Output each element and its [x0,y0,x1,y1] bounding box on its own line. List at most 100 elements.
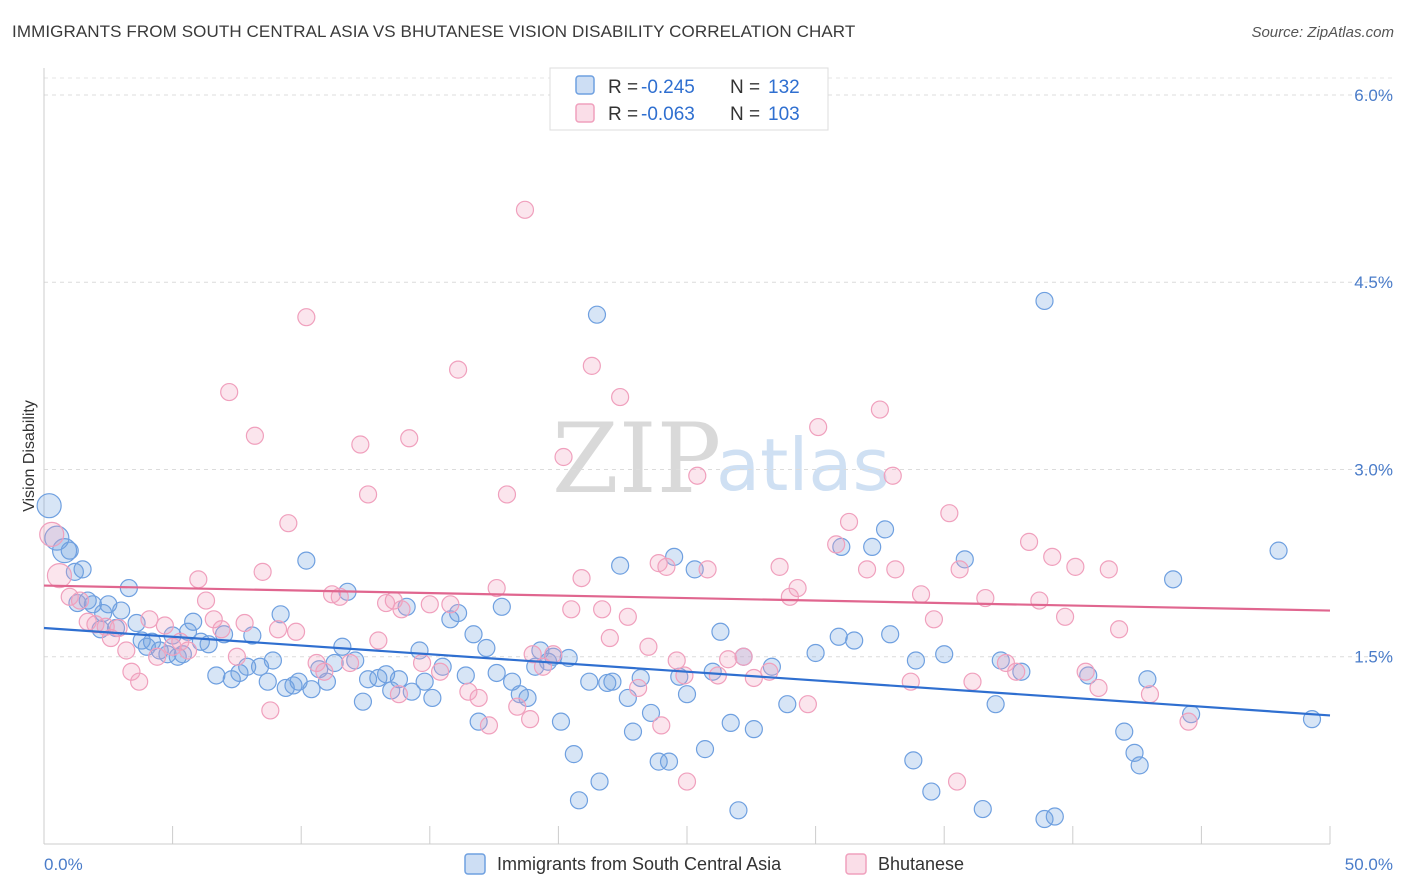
point [883,466,902,485]
x-tick-label-1: 50.0% [1345,855,1393,874]
legend-r-label-0: R = [608,77,638,98]
point [544,645,563,664]
legend-box [549,67,829,131]
point [430,662,450,681]
point [523,645,542,664]
point [721,713,740,733]
point [508,697,527,716]
point [477,638,496,658]
point [839,512,859,532]
tick-labels: 1.5% 3.0% 4.5% 6.0% 0.0% 50.0% [44,86,1393,874]
point [788,578,807,598]
point [263,651,283,670]
point [719,650,738,669]
point [1099,560,1118,579]
point [333,637,352,656]
point [220,382,239,402]
point [955,550,974,569]
point [297,308,316,327]
point [1140,685,1160,704]
y-tick-label-0: 1.5% [1354,648,1393,667]
point [140,610,159,629]
point [806,643,825,663]
legend-r-value-1: -0.063 [641,104,695,125]
point [922,782,941,801]
point [268,620,288,639]
point [353,692,373,711]
point [559,648,578,668]
point [351,435,370,454]
point [39,521,65,548]
point [827,535,846,554]
point [235,613,254,633]
point [297,551,316,570]
legend-n-label-1: N = [730,104,760,125]
point [1179,712,1198,731]
point [1012,662,1031,681]
point [330,587,349,606]
point [112,601,131,620]
point [122,662,141,681]
point [940,504,959,523]
point [845,631,864,650]
point [711,622,730,641]
point [652,716,671,735]
point [459,682,478,701]
point [389,670,409,689]
point [708,666,727,685]
point [863,537,882,556]
point [935,645,954,664]
point [1130,756,1149,775]
point [675,666,694,685]
y-tick-label-2: 4.5% [1354,273,1393,292]
point [60,587,79,606]
legend-n-value-1: 103 [768,104,800,125]
series-legend: Immigrants from South Central Asia Bhuta… [464,853,964,875]
point [189,570,208,589]
point [1066,557,1085,576]
point [611,387,630,407]
point [657,557,676,576]
point [685,560,704,579]
point [178,622,198,641]
legend-swatch-pink [575,103,595,123]
point [340,653,360,673]
point [798,695,817,714]
point [497,485,517,504]
point [659,752,679,771]
legend-r-value-0: -0.245 [641,77,695,98]
point [441,595,460,614]
point [44,525,70,551]
point [515,200,535,219]
point [698,560,717,579]
point [1089,678,1108,698]
point [1115,722,1134,741]
point [582,356,601,375]
point [479,716,499,735]
legend-n-value-0: 132 [768,77,800,98]
point [603,672,622,691]
point [214,625,234,644]
trend-lines [43,584,1331,717]
point [46,562,73,589]
watermark-zip: ZIP [552,403,721,515]
point [744,668,763,688]
point [184,612,203,631]
point [1030,591,1049,610]
point [695,740,715,759]
point [911,585,931,604]
point [1055,607,1075,626]
bottom-legend-swatch-pink [845,853,867,875]
point [469,712,488,731]
point [590,772,609,791]
point [623,722,643,741]
point [870,400,890,419]
point [618,607,637,626]
correlation-legend: R = -0.245 N = 132 R = -0.063 N = 103 [549,67,829,131]
legend-swatch-blue [575,75,595,95]
bottom-legend-label-1: Bhutanese [878,854,964,874]
point [456,666,475,685]
point [1109,620,1129,639]
point [521,710,540,729]
point [389,685,409,704]
